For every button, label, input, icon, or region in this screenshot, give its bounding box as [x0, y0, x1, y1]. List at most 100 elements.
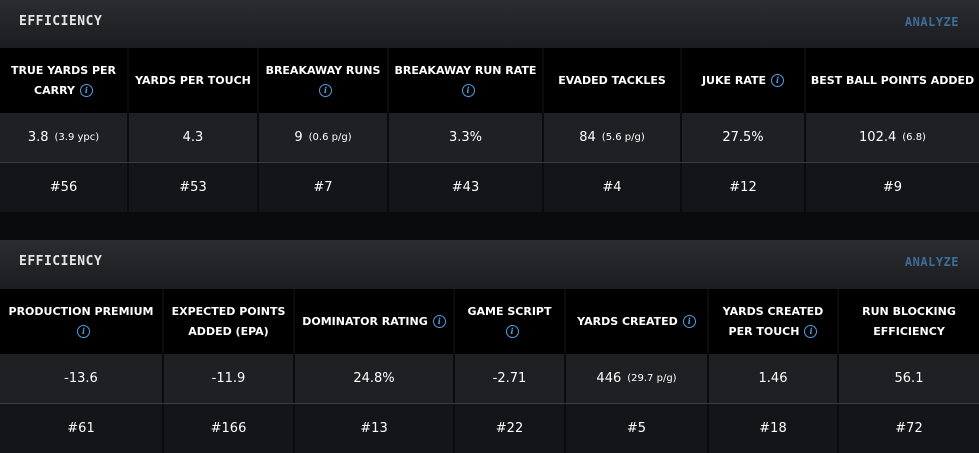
rank-cell-expected-points-added-epa: #166 — [164, 404, 295, 453]
stat-value: -2.71 — [492, 371, 527, 386]
value-cell-production-premium: -13.6 — [0, 354, 164, 403]
rank-cell-breakaway-runs: #7 — [259, 163, 389, 212]
value-cell-run-blocking-efficiency: 56.1 — [839, 354, 979, 403]
stat-rank: #53 — [179, 180, 207, 195]
panel-header: EFFICIENCY ANALYZE — [0, 240, 979, 289]
column-header-label: YARDS CREATED PER TOUCH — [722, 304, 824, 338]
column-header-label: PRODUCTION PREMIUM — [8, 304, 154, 318]
column-header-label: BREAKAWAY RUN RATE — [394, 63, 537, 77]
column-header-breakaway-run-rate: BREAKAWAY RUN RATE — [389, 48, 544, 113]
column-header-production-premium: PRODUCTION PREMIUM — [0, 289, 164, 354]
column-header-true-yards-per-carry: TRUE YARDS PER CARRY — [0, 48, 129, 113]
column-header-label: BREAKAWAY RUNS — [265, 63, 381, 77]
stat-rank: #9 — [882, 180, 903, 195]
stat-per-game: (6.8) — [902, 132, 926, 143]
rank-cell-game-script: #22 — [455, 404, 566, 453]
stat-value: 102.4 — [859, 130, 897, 145]
info-icon[interactable] — [432, 314, 446, 328]
rank-cell-breakaway-run-rate: #43 — [389, 163, 544, 212]
column-header-run-blocking-efficiency: RUN BLOCKING EFFICIENCY — [839, 289, 979, 354]
stat-rank: #18 — [759, 421, 787, 436]
column-header-yards-created: YARDS CREATED — [566, 289, 709, 354]
stat-value: 3.3% — [448, 130, 483, 145]
rank-cell-true-yards-per-carry: #56 — [0, 163, 129, 212]
stat-rank: #22 — [495, 421, 524, 436]
stat-value: -13.6 — [64, 371, 98, 386]
stat-rank: #5 — [626, 421, 647, 436]
value-cell-yards-per-touch: 4.3 — [129, 113, 259, 162]
stat-value: 27.5% — [722, 130, 764, 145]
stat-per-game: (0.6 p/g) — [308, 132, 352, 143]
ranks-row: #56 #53 #7 #43 #4 #12 #9 — [0, 162, 979, 212]
rank-cell-dominator-rating: #13 — [295, 404, 455, 453]
stat-value: 56.1 — [894, 371, 924, 386]
rank-cell-yards-created: #5 — [566, 404, 709, 453]
column-header-best-ball-points-added: BEST BALL POINTS ADDED — [806, 48, 979, 113]
panel-title: EFFICIENCY — [19, 14, 103, 29]
column-header-dominator-rating: DOMINATOR RATING — [295, 289, 455, 354]
info-icon[interactable] — [804, 324, 818, 338]
info-icon[interactable] — [79, 83, 93, 97]
value-cell-dominator-rating: 24.8% — [295, 354, 455, 403]
stat-value: 3.8 — [27, 130, 49, 145]
info-icon[interactable] — [682, 314, 696, 328]
stat-rank: #166 — [210, 421, 247, 436]
column-header-label: DOMINATOR RATING — [302, 314, 428, 328]
value-cell-evaded-tackles: 84 (5.6 p/g) — [544, 113, 682, 162]
panel-title: EFFICIENCY — [19, 254, 103, 269]
info-icon[interactable] — [461, 83, 475, 97]
stat-rank: #56 — [49, 180, 78, 195]
rank-cell-production-premium: #61 — [0, 404, 164, 453]
analyze-link[interactable]: ANALYZE — [904, 15, 959, 29]
stat-value: 446 — [596, 371, 622, 386]
column-header-label: GAME SCRIPT — [467, 304, 552, 318]
efficiency-panel-2: EFFICIENCY ANALYZE PRODUCTION PREMIUM EXP… — [0, 240, 979, 453]
column-headers: TRUE YARDS PER CARRY YARDS PER TOUCH BREAK… — [0, 48, 979, 113]
column-header-label: TRUE YARDS PER CARRY — [10, 63, 117, 97]
column-header-juke-rate: JUKE RATE — [682, 48, 806, 113]
rank-cell-yards-per-touch: #53 — [129, 163, 259, 212]
info-icon[interactable] — [319, 83, 332, 97]
value-cell-breakaway-runs: 9 (0.6 p/g) — [259, 113, 389, 162]
info-icon[interactable] — [771, 73, 785, 87]
value-cell-yards-created-per-touch: 1.46 — [709, 354, 839, 403]
column-header-expected-points-added-epa: EXPECTED POINTS ADDED (EPA) — [164, 289, 295, 354]
column-header-label: JUKE RATE — [701, 73, 767, 87]
rank-cell-yards-created-per-touch: #18 — [709, 404, 839, 453]
stat-value: -11.9 — [211, 371, 246, 386]
column-header-yards-per-touch: YARDS PER TOUCH — [129, 48, 259, 113]
value-cell-juke-rate: 27.5% — [682, 113, 806, 162]
value-cell-expected-points-added-epa: -11.9 — [164, 354, 295, 403]
value-cell-breakaway-run-rate: 3.3% — [389, 113, 544, 162]
stat-per-game: (5.6 p/g) — [601, 132, 645, 143]
stat-value: 4.3 — [182, 130, 204, 145]
rank-cell-evaded-tackles: #4 — [544, 163, 682, 212]
info-icon[interactable] — [505, 324, 519, 338]
value-cell-best-ball-points-added: 102.4 (6.8) — [806, 113, 979, 162]
stat-rank: #12 — [729, 180, 757, 195]
stat-rank: #61 — [67, 421, 95, 436]
analyze-link[interactable]: ANALYZE — [904, 255, 959, 269]
stat-value: 84 — [579, 130, 596, 145]
column-header-breakaway-runs: BREAKAWAY RUNS — [259, 48, 389, 113]
stat-per-game: (3.9 ypc) — [54, 132, 100, 143]
values-row: 3.8 (3.9 ypc) 4.3 9 (0.6 p/g) 3.3% 84 (5.6 p/g)… — [0, 113, 979, 162]
stat-value: 24.8% — [353, 371, 395, 386]
column-header-label: EVADED TACKLES — [558, 73, 666, 87]
column-header-game-script: GAME SCRIPT — [455, 289, 566, 354]
info-icon[interactable] — [77, 324, 90, 338]
stat-rank: #43 — [451, 180, 480, 195]
stat-rank: #72 — [895, 421, 923, 436]
column-header-label: YARDS PER TOUCH — [135, 73, 251, 87]
stat-per-game: (29.7 p/g) — [627, 373, 677, 384]
column-header-yards-created-per-touch: YARDS CREATED PER TOUCH — [709, 289, 839, 354]
stat-rank: #13 — [360, 421, 388, 436]
efficiency-panel-1: EFFICIENCY ANALYZE TRUE YARDS PER CARRY Y… — [0, 0, 979, 212]
rank-cell-juke-rate: #12 — [682, 163, 806, 212]
column-header-label: BEST BALL POINTS ADDED — [810, 73, 975, 87]
value-cell-true-yards-per-carry: 3.8 (3.9 ypc) — [0, 113, 129, 162]
value-cell-yards-created: 446 (29.7 p/g) — [566, 354, 709, 403]
column-headers: PRODUCTION PREMIUM EXPECTED POINTS ADDED … — [0, 289, 979, 354]
stat-rank: #7 — [313, 180, 333, 195]
panel-header: EFFICIENCY ANALYZE — [0, 0, 979, 48]
